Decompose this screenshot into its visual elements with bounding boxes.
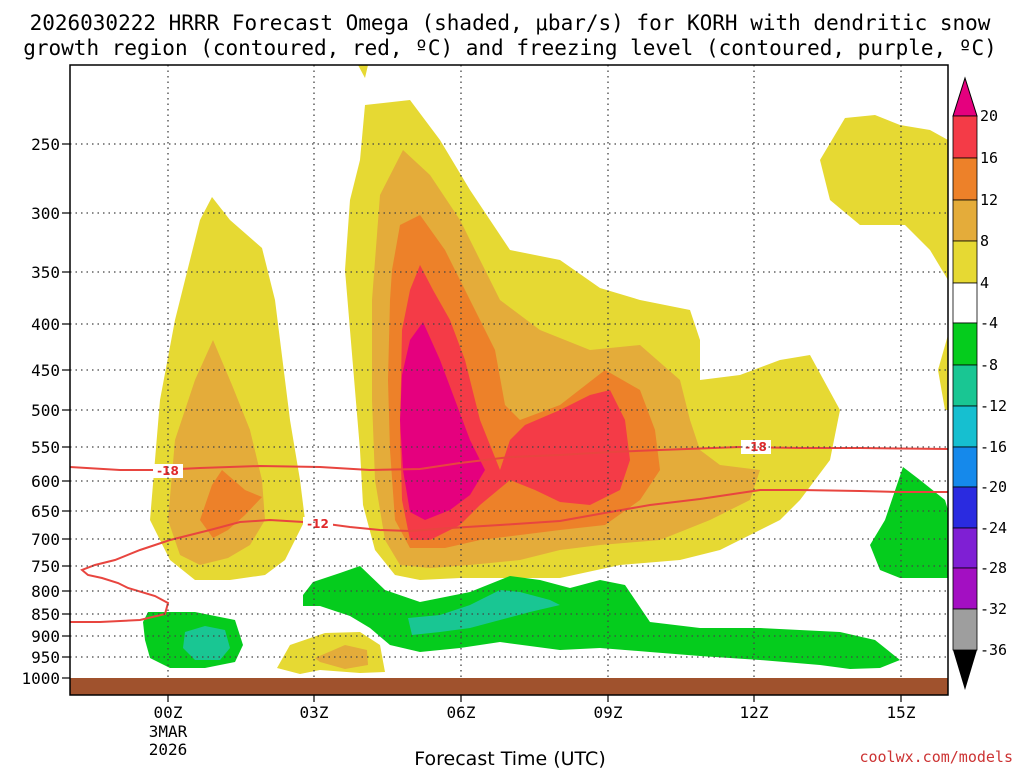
omega-shade-8-12-cell-c [315, 645, 368, 669]
y-tick-label-300: 300 [31, 204, 60, 223]
colorbar-swatch-12-16 [952, 157, 978, 201]
colorbar-label-neg12: -12 [980, 397, 1007, 415]
colorbar-label-neg20: -20 [980, 478, 1007, 496]
y-tick-label-450: 450 [31, 361, 60, 380]
colorbar-cap-bottom [953, 650, 977, 690]
colorbar-swatch-neg24-neg20 [952, 486, 978, 529]
contour-label-neg12: -12 [307, 517, 329, 531]
colorbar-swatch-neg32-neg28 [952, 567, 978, 610]
colorbar-swatch-neg28-neg24 [952, 527, 978, 569]
omega-shade-12-16-cell-a [200, 470, 262, 538]
colorbar-swatch-neg8-neg4 [952, 322, 978, 366]
contour-label-neg18-right: -18 [745, 440, 767, 454]
x-tick-label-12z: 12Z [740, 703, 769, 722]
contour-label-bg-neg18-right [741, 440, 771, 454]
y-tick-label-1000: 1000 [21, 669, 60, 688]
colorbar-label-16: 16 [980, 149, 998, 167]
colorbar-label-8: 8 [980, 232, 989, 250]
y-axis-ticks [62, 143, 70, 679]
colorbar: 20 16 12 8 4 -4 -8 -12 -16 -20 -24 -28 -… [952, 76, 1007, 690]
x-axis-title: Forecast Time (UTC) [414, 748, 605, 768]
y-tick-label-650: 650 [31, 502, 60, 521]
contour-label-bg-neg18-left [153, 464, 183, 478]
x-tick-label-00z: 00Z [154, 703, 183, 722]
contour-line-neg12 [70, 489, 948, 623]
y-tick-label-550: 550 [31, 438, 60, 457]
y-tick-label-600: 600 [31, 472, 60, 491]
colorbar-swatch-16-20 [952, 115, 978, 159]
y-tick-label-350: 350 [31, 263, 60, 282]
colorbar-swatch-neg36-neg32 [952, 608, 978, 651]
x-axis-ticks [167, 695, 902, 702]
colorbar-swatch-neg16-neg12 [952, 405, 978, 448]
gridlines [70, 65, 948, 678]
colorbar-swatch-4-8 [952, 240, 978, 284]
x-axis: 00Z 3MAR 2026 03Z 06Z 09Z 12Z 15Z Foreca… [149, 695, 916, 768]
y-tick-label-850: 850 [31, 605, 60, 624]
contour-label-bg-neg12 [303, 517, 333, 531]
omega-shading [143, 65, 948, 674]
colorbar-label-neg8: -8 [980, 356, 998, 374]
contour-labels: -18 -18 -12 [153, 440, 771, 531]
colorbar-label-20: 20 [980, 107, 998, 125]
chart-title-line-1: 2026030222 HRRR Forecast Omega (shaded, … [30, 11, 991, 35]
ground-surface-band [70, 678, 948, 695]
x-tick-label-15z: 15Z [887, 703, 916, 722]
colorbar-swatch-neg12-neg8 [952, 364, 978, 407]
y-tick-label-500: 500 [31, 401, 60, 420]
colorbar-label-12: 12 [980, 191, 998, 209]
x-tick-label-03z: 03Z [300, 703, 329, 722]
omega-shade-4-8-cell-d [938, 335, 948, 410]
chart-title-line-2: growth region (contoured, red, ºC) and f… [23, 36, 997, 60]
x-tick-label-06z: 06Z [447, 703, 476, 722]
contour-label-neg18-left: -18 [157, 464, 179, 478]
colorbar-label-4: 4 [980, 274, 989, 292]
colorbar-swatch-8-12 [952, 199, 978, 242]
x-tick-label-09z: 09Z [594, 703, 623, 722]
omega-shade-neg8-12-cell-b [183, 626, 230, 660]
colorbar-label-neg28: -28 [980, 559, 1007, 577]
y-tick-label-250: 250 [31, 135, 60, 154]
plot-frame [69, 64, 949, 696]
source-credit: coolwx.com/models [859, 748, 1013, 766]
omega-shade-neg4-8-cell-a [303, 566, 900, 669]
colorbar-label-neg36: -36 [980, 641, 1007, 659]
colorbar-label-neg32: -32 [980, 600, 1007, 618]
y-tick-label-750: 750 [31, 557, 60, 576]
y-tick-label-950: 950 [31, 648, 60, 667]
y-tick-label-700: 700 [31, 530, 60, 549]
omega-shade-gt20-cell-a [400, 322, 485, 520]
y-tick-label-400: 400 [31, 315, 60, 334]
colorbar-cap-top [952, 76, 978, 117]
omega-shade-neg4-8-cell-c [870, 467, 948, 578]
colorbar-label-neg4: -4 [980, 314, 998, 332]
y-axis: 250 300 350 400 450 500 550 600 650 700 … [21, 135, 70, 688]
colorbar-label-neg16: -16 [980, 438, 1007, 456]
colorbar-label-neg24: -24 [980, 519, 1007, 537]
omega-shade-4-8-cell-f [358, 65, 368, 78]
y-tick-label-900: 900 [31, 627, 60, 646]
omega-shade-neg8-12-cell-a [408, 590, 560, 635]
colorbar-swatch-neg4-4 [952, 282, 978, 324]
x-date-label-year: 2026 [149, 740, 188, 759]
x-date-label-day: 3MAR [149, 722, 188, 741]
omega-shade-4-8-cell-c [820, 115, 948, 280]
y-tick-label-800: 800 [31, 582, 60, 601]
colorbar-swatch-neg20-neg16 [952, 446, 978, 488]
